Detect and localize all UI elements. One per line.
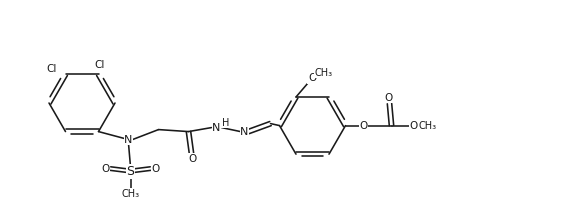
Text: H: H [222, 118, 229, 128]
Text: CH₃: CH₃ [121, 189, 140, 199]
Text: CH₃: CH₃ [315, 68, 333, 78]
Text: Cl: Cl [46, 64, 56, 74]
Text: O: O [188, 154, 197, 164]
Text: N: N [241, 127, 249, 137]
Text: O: O [359, 120, 368, 131]
Text: O: O [384, 93, 393, 103]
Text: Cl: Cl [94, 60, 105, 70]
Text: O: O [152, 164, 160, 174]
Text: N: N [212, 123, 221, 133]
Text: CH₃: CH₃ [418, 120, 437, 131]
Text: O: O [409, 120, 418, 131]
Text: N: N [124, 135, 133, 145]
Text: S: S [127, 165, 135, 178]
Text: O: O [308, 73, 316, 83]
Text: O: O [101, 164, 109, 174]
